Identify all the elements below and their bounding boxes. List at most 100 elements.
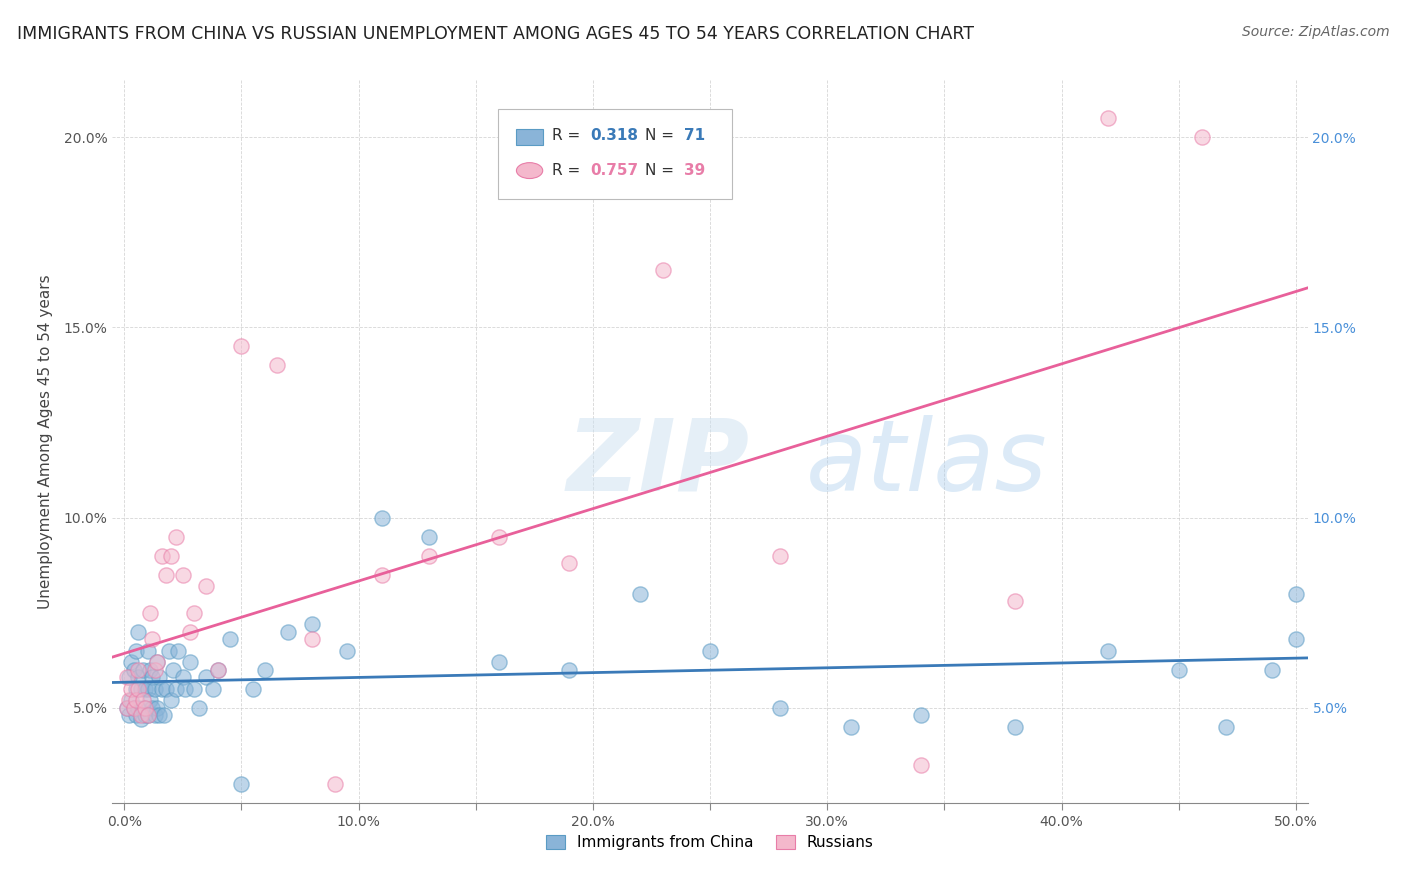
- Y-axis label: Unemployment Among Ages 45 to 54 years: Unemployment Among Ages 45 to 54 years: [38, 274, 52, 609]
- Point: [418, 549, 440, 563]
- Point: [174, 681, 197, 696]
- Point: [1261, 663, 1284, 677]
- Point: [136, 708, 159, 723]
- Point: [202, 681, 225, 696]
- Point: [148, 708, 170, 723]
- Point: [127, 681, 149, 696]
- Point: [1285, 632, 1308, 647]
- Point: [148, 670, 170, 684]
- Point: [127, 624, 149, 639]
- Point: [125, 693, 148, 707]
- Point: [118, 708, 141, 723]
- Text: N =: N =: [645, 163, 679, 178]
- Point: [115, 700, 138, 714]
- Point: [277, 624, 299, 639]
- Point: [153, 708, 176, 723]
- Point: [188, 700, 211, 714]
- Point: [231, 339, 253, 353]
- Point: [146, 655, 169, 669]
- Point: [141, 632, 163, 647]
- Point: [1167, 663, 1189, 677]
- Point: [127, 663, 149, 677]
- Point: [139, 693, 162, 707]
- Legend: Immigrants from China, Russians: Immigrants from China, Russians: [540, 830, 880, 856]
- Point: [150, 549, 173, 563]
- Point: [323, 777, 346, 791]
- Point: [167, 643, 190, 657]
- Point: [125, 708, 148, 723]
- Point: [129, 681, 152, 696]
- Point: [160, 693, 183, 707]
- Point: [266, 359, 288, 373]
- Point: [143, 708, 166, 723]
- Point: [160, 549, 183, 563]
- Point: [1097, 643, 1119, 657]
- Point: [150, 681, 173, 696]
- Point: [139, 663, 162, 677]
- Point: [1191, 130, 1213, 145]
- Point: [122, 663, 145, 677]
- Point: [136, 708, 159, 723]
- Point: [183, 681, 205, 696]
- Text: N =: N =: [645, 128, 679, 144]
- Point: [134, 700, 156, 714]
- Point: [488, 530, 510, 544]
- Text: 0.318: 0.318: [591, 128, 638, 144]
- Point: [558, 556, 581, 570]
- Point: [120, 681, 142, 696]
- Text: 71: 71: [683, 128, 704, 144]
- Point: [628, 587, 651, 601]
- Point: [1285, 587, 1308, 601]
- Point: [165, 681, 187, 696]
- Point: [146, 700, 169, 714]
- Text: R =: R =: [553, 128, 585, 144]
- Point: [172, 670, 194, 684]
- Point: [155, 681, 177, 696]
- Point: [1004, 720, 1026, 734]
- Point: [910, 708, 932, 723]
- Point: [652, 263, 675, 277]
- Point: [134, 681, 156, 696]
- Point: [1004, 594, 1026, 608]
- Point: [132, 663, 155, 677]
- Circle shape: [516, 162, 543, 178]
- Point: [195, 670, 218, 684]
- Point: [488, 655, 510, 669]
- Bar: [516, 128, 543, 145]
- Point: [371, 567, 394, 582]
- Point: [122, 700, 145, 714]
- Point: [115, 700, 138, 714]
- Point: [136, 681, 159, 696]
- Point: [129, 708, 152, 723]
- Point: [179, 624, 201, 639]
- Text: atlas: atlas: [806, 415, 1047, 512]
- Text: Source: ZipAtlas.com: Source: ZipAtlas.com: [1241, 25, 1389, 39]
- Point: [139, 606, 162, 620]
- Point: [165, 530, 187, 544]
- Point: [301, 632, 323, 647]
- Point: [418, 530, 440, 544]
- Point: [120, 655, 142, 669]
- Point: [207, 663, 229, 677]
- Point: [172, 567, 194, 582]
- Point: [162, 663, 184, 677]
- Point: [231, 777, 253, 791]
- Point: [125, 681, 148, 696]
- Point: [141, 700, 163, 714]
- Point: [371, 510, 394, 524]
- Point: [183, 606, 205, 620]
- Point: [127, 670, 149, 684]
- Point: [125, 643, 148, 657]
- Point: [120, 693, 142, 707]
- Point: [115, 670, 138, 684]
- Point: [218, 632, 240, 647]
- Point: [141, 670, 163, 684]
- Point: [1097, 112, 1119, 126]
- Point: [118, 693, 141, 707]
- Point: [769, 700, 792, 714]
- FancyBboxPatch shape: [499, 109, 731, 200]
- Point: [134, 708, 156, 723]
- Point: [122, 700, 145, 714]
- Point: [207, 663, 229, 677]
- Point: [253, 663, 276, 677]
